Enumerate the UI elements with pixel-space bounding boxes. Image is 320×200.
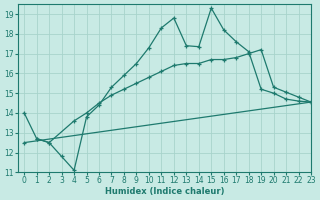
X-axis label: Humidex (Indice chaleur): Humidex (Indice chaleur): [105, 187, 224, 196]
